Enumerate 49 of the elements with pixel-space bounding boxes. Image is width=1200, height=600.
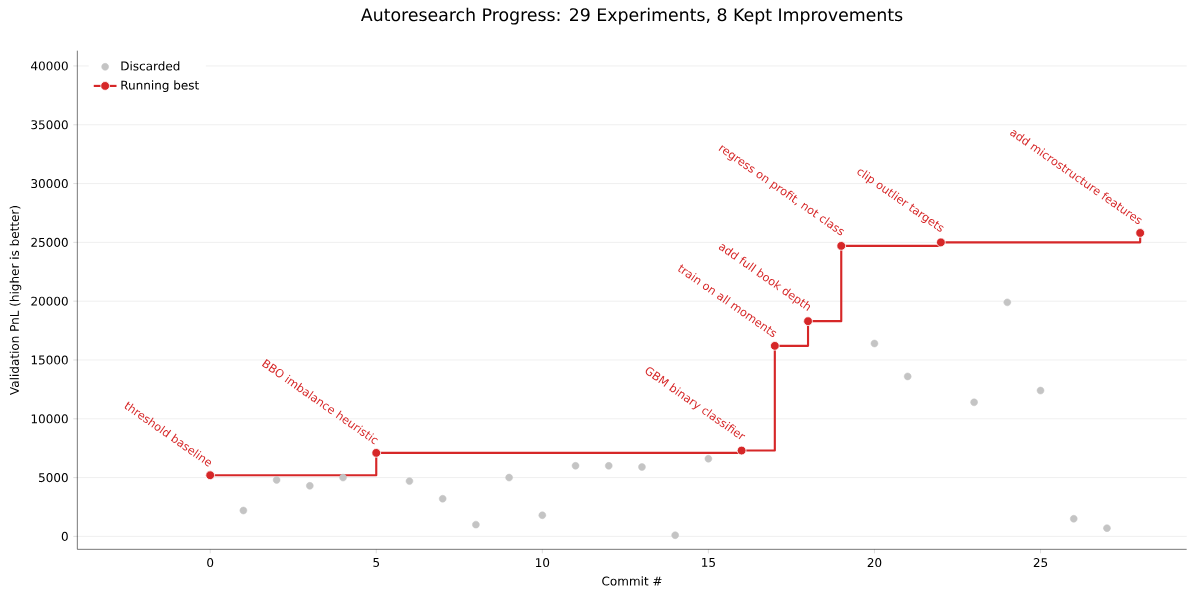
y-tick-label: 35000: [31, 120, 68, 130]
point: [870, 339, 879, 348]
y-tick-label: 0: [61, 531, 68, 541]
point: [438, 495, 447, 503]
point: [936, 237, 946, 248]
legend-label: Running best: [121, 80, 199, 92]
point: [1003, 298, 1012, 307]
point: [306, 482, 314, 490]
point: [272, 476, 281, 484]
y-tick-label: 10000: [31, 414, 68, 424]
point: [970, 398, 978, 407]
chart-title: Autoresearch Progress: 29 Experiments, 8 Kept Improvements: [360, 7, 903, 25]
y-axis-title: Validation PnL (higher is better): [9, 206, 22, 395]
x-tick-label: 10: [536, 558, 550, 568]
y-tick-label: 40000: [31, 61, 68, 71]
y-tick-label: 20000: [31, 296, 68, 306]
point: [736, 445, 747, 456]
point: [704, 455, 713, 463]
point: [605, 462, 613, 470]
y-tick-label: 5000: [39, 473, 68, 483]
point: [205, 470, 215, 481]
point: [571, 462, 580, 470]
x-tick-label: 25: [1033, 558, 1048, 568]
point: [405, 477, 414, 485]
x-tick-label: 15: [702, 558, 715, 567]
x-tick-label: 20: [867, 558, 882, 568]
x-tick-label: 5: [373, 558, 380, 567]
point: [903, 372, 912, 381]
point: [538, 511, 547, 519]
point: [339, 473, 347, 482]
point: [239, 506, 248, 515]
y-tick-label: 25000: [31, 237, 68, 247]
point: [1135, 228, 1145, 238]
point: [671, 531, 679, 539]
point: [472, 520, 480, 529]
point: [803, 316, 813, 326]
point: [505, 473, 513, 482]
point: [1103, 524, 1111, 532]
point: [371, 448, 382, 458]
point: [1036, 386, 1045, 395]
point: [836, 241, 847, 251]
point: [1070, 515, 1078, 523]
point: [638, 463, 646, 471]
y-tick-label: 30000: [31, 179, 68, 189]
x-tick-label: 0: [207, 558, 214, 568]
y-tick-label: 15000: [31, 355, 68, 365]
point: [770, 341, 780, 351]
legend-label: Discarded: [121, 61, 180, 71]
x-axis-title: Commit #: [602, 576, 662, 586]
